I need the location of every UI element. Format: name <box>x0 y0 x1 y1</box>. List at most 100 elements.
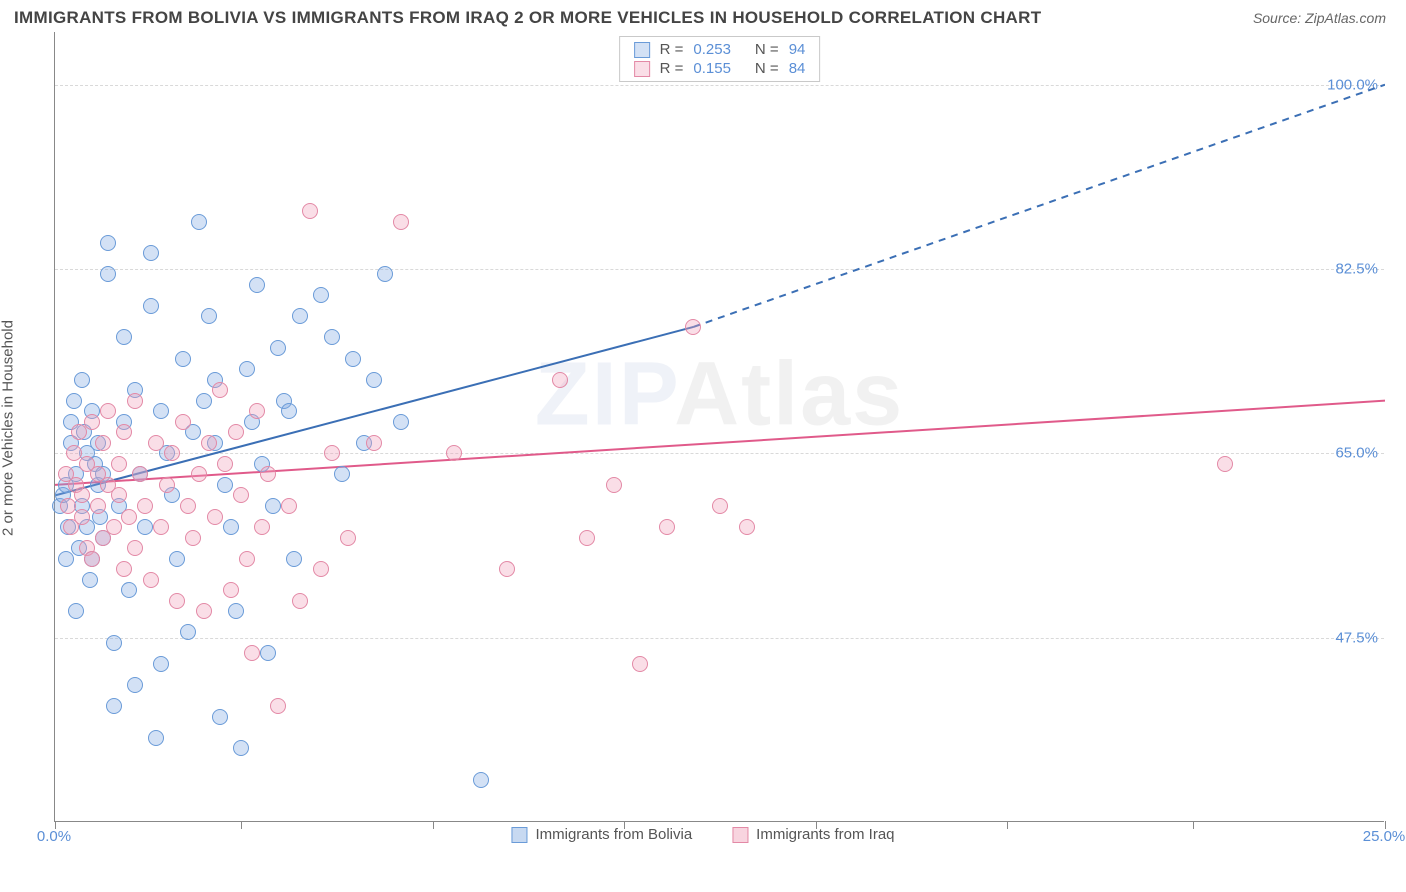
data-point <box>302 203 318 219</box>
regression-row: R = 0.253N = 94 <box>620 40 820 59</box>
data-point <box>153 403 169 419</box>
x-tick <box>1007 821 1008 829</box>
data-point <box>116 561 132 577</box>
n-value: 84 <box>789 60 806 77</box>
data-point <box>121 582 137 598</box>
data-point <box>207 509 223 525</box>
data-point <box>159 477 175 493</box>
data-point <box>212 709 228 725</box>
data-point <box>100 403 116 419</box>
data-point <box>180 624 196 640</box>
data-point <box>127 393 143 409</box>
data-point <box>249 277 265 293</box>
data-point <box>201 435 217 451</box>
data-point <box>127 540 143 556</box>
data-point <box>265 498 281 514</box>
data-point <box>340 530 356 546</box>
data-point <box>685 319 701 335</box>
data-point <box>244 645 260 661</box>
data-point <box>116 329 132 345</box>
y-tick-label: 65.0% <box>1335 445 1378 462</box>
data-point <box>446 445 462 461</box>
y-tick-label: 100.0% <box>1327 76 1378 93</box>
data-point <box>324 329 340 345</box>
legend-item: Immigrants from Bolivia <box>511 826 692 843</box>
data-point <box>71 424 87 440</box>
n-value: 94 <box>789 41 806 58</box>
data-point <box>191 466 207 482</box>
data-point <box>292 593 308 609</box>
data-point <box>143 298 159 314</box>
data-point <box>233 740 249 756</box>
data-point <box>239 551 255 567</box>
data-point <box>116 424 132 440</box>
gridline <box>55 638 1384 639</box>
legend-swatch <box>732 827 748 843</box>
data-point <box>239 361 255 377</box>
data-point <box>58 551 74 567</box>
data-point <box>74 487 90 503</box>
data-point <box>137 519 153 535</box>
data-point <box>66 393 82 409</box>
data-point <box>82 572 98 588</box>
data-point <box>68 603 84 619</box>
y-tick-label: 47.5% <box>1335 629 1378 646</box>
data-point <box>366 435 382 451</box>
watermark: ZIPAtlas <box>535 343 904 446</box>
data-point <box>175 351 191 367</box>
r-value: 0.155 <box>693 60 731 77</box>
y-axis-label: 2 or more Vehicles in Household <box>0 320 17 536</box>
data-point <box>286 551 302 567</box>
data-point <box>260 645 276 661</box>
data-point <box>632 656 648 672</box>
data-point <box>148 435 164 451</box>
data-point <box>164 445 180 461</box>
n-label: N = <box>755 60 779 77</box>
data-point <box>100 235 116 251</box>
x-tick <box>433 821 434 829</box>
data-point <box>191 214 207 230</box>
data-point <box>217 456 233 472</box>
data-point <box>106 519 122 535</box>
data-point <box>127 677 143 693</box>
source-attribution: Source: ZipAtlas.com <box>1253 10 1386 26</box>
data-point <box>473 772 489 788</box>
series-legend: Immigrants from Bolivia Immigrants from I… <box>511 826 894 843</box>
gridline <box>55 269 1384 270</box>
data-point <box>90 498 106 514</box>
data-point <box>121 509 137 525</box>
y-tick-label: 82.5% <box>1335 261 1378 278</box>
data-point <box>196 393 212 409</box>
data-point <box>270 698 286 714</box>
data-point <box>345 351 361 367</box>
series-swatch <box>634 61 650 77</box>
data-point <box>137 498 153 514</box>
data-point <box>659 519 675 535</box>
data-point <box>74 372 90 388</box>
regression-row: R = 0.155N = 84 <box>620 59 820 78</box>
data-point <box>1217 456 1233 472</box>
data-point <box>366 372 382 388</box>
data-point <box>281 498 297 514</box>
data-point <box>552 372 568 388</box>
data-point <box>201 308 217 324</box>
data-point <box>393 214 409 230</box>
chart-container: 2 or more Vehicles in Household ZIPAtlas… <box>14 32 1392 824</box>
data-point <box>281 403 297 419</box>
scatter-plot: ZIPAtlas R = 0.253N = 94R = 0.155N = 84 … <box>54 32 1384 822</box>
data-point <box>143 572 159 588</box>
series-swatch <box>634 42 650 58</box>
data-point <box>175 414 191 430</box>
data-point <box>223 582 239 598</box>
data-point <box>270 340 286 356</box>
data-point <box>579 530 595 546</box>
legend-swatch <box>511 827 527 843</box>
data-point <box>377 266 393 282</box>
data-point <box>169 593 185 609</box>
data-point <box>106 698 122 714</box>
data-point <box>212 382 228 398</box>
legend-item: Immigrants from Iraq <box>732 826 894 843</box>
data-point <box>254 519 270 535</box>
data-point <box>111 456 127 472</box>
r-value: 0.253 <box>693 41 731 58</box>
